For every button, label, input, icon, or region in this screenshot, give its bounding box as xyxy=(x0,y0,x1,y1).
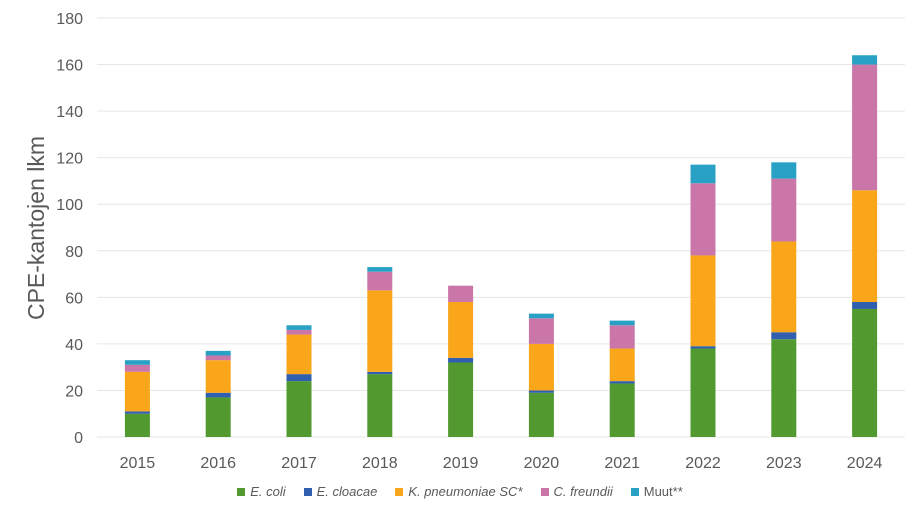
legend-label: K. pneumoniae SC* xyxy=(408,484,523,499)
legend-item: C. freundii xyxy=(540,484,613,499)
x-tick-label: 2023 xyxy=(766,455,802,472)
y-tick-label: 40 xyxy=(65,337,83,354)
bar-segment xyxy=(124,411,150,414)
bar-segment xyxy=(852,190,878,302)
bar-segment xyxy=(609,381,635,384)
y-axis-title: CPE-kantojen lkm xyxy=(23,136,49,320)
bar-segment xyxy=(367,371,393,375)
bar-segment xyxy=(690,255,716,347)
bar-segment xyxy=(286,334,312,375)
x-tick-label: 2024 xyxy=(847,455,883,472)
bar-segment xyxy=(609,320,635,326)
bar-segment xyxy=(852,55,878,65)
legend-item: Muut** xyxy=(630,484,683,499)
legend-item: E. cloacae xyxy=(303,484,378,499)
bar-segment xyxy=(771,241,797,333)
legend-swatch xyxy=(237,487,246,496)
y-tick-label: 140 xyxy=(56,104,83,121)
bar-segment xyxy=(528,313,554,319)
bar-segment xyxy=(286,381,312,437)
legend-item: K. pneumoniae SC* xyxy=(395,484,523,499)
bar-segment xyxy=(852,301,878,309)
bar-segment xyxy=(690,183,716,256)
y-tick-label: 80 xyxy=(65,244,83,261)
legend-label: E. coli xyxy=(250,484,286,499)
bar-segment xyxy=(205,360,231,393)
bar-segment xyxy=(205,355,231,361)
legend-label: E. cloacae xyxy=(316,484,378,499)
x-tick-label: 2018 xyxy=(362,455,398,472)
y-tick-label: 100 xyxy=(56,197,83,214)
bar-segment xyxy=(124,360,150,365)
y-tick-label: 180 xyxy=(56,11,83,28)
y-tick-label: 160 xyxy=(56,58,83,75)
bar-segment xyxy=(609,383,635,437)
bar-segment xyxy=(286,325,312,330)
bar-segment xyxy=(448,301,474,358)
legend-swatch xyxy=(303,487,312,496)
legend-label: Muut** xyxy=(643,484,683,499)
legend-swatch xyxy=(540,487,549,496)
bar-segment xyxy=(124,413,150,437)
x-tick-label: 2021 xyxy=(604,455,640,472)
y-tick-label: 60 xyxy=(65,290,83,307)
x-tick-label: 2016 xyxy=(200,455,236,472)
legend-swatch xyxy=(630,487,639,496)
bar-segment xyxy=(528,318,554,344)
legend-label: C. freundii xyxy=(553,484,613,499)
bar-segment xyxy=(852,64,878,191)
bar-segment xyxy=(528,343,554,391)
chart-plot: 0 20 40 60 80 100 120 140 160 180 2015 2016 2017 2018… xyxy=(23,11,905,472)
bar-segment xyxy=(367,374,393,437)
bar-segment xyxy=(771,178,797,242)
bar-segment xyxy=(609,348,635,382)
bar-segment xyxy=(205,350,231,356)
bar-segment xyxy=(771,339,797,437)
bar-segment xyxy=(286,374,312,382)
legend-item: E. coli xyxy=(237,484,286,499)
y-tick-label: 20 xyxy=(65,383,83,400)
y-tick-label: 120 xyxy=(56,151,83,168)
bar-segment xyxy=(609,325,635,349)
bar-segment xyxy=(771,332,797,340)
bar-segment xyxy=(852,308,878,437)
x-tick-label: 2019 xyxy=(443,455,479,472)
bar-segment xyxy=(124,371,150,412)
x-tick-label: 2015 xyxy=(120,455,156,472)
bar-segment xyxy=(690,348,716,437)
y-tick-label: 0 xyxy=(74,430,83,447)
bar-segment xyxy=(528,390,554,393)
bar-segment xyxy=(205,397,231,437)
bar-segment xyxy=(124,364,150,372)
bar-segment xyxy=(367,290,393,372)
bar-segment xyxy=(367,271,393,291)
bar-segment xyxy=(528,392,554,437)
bar-segment xyxy=(286,329,312,335)
bar-segment xyxy=(448,357,474,363)
bar-segment xyxy=(448,285,474,302)
bar-segment xyxy=(367,267,393,272)
bar-segment xyxy=(205,392,231,398)
x-tick-label: 2017 xyxy=(281,455,317,472)
x-tick-label: 2022 xyxy=(685,455,721,472)
bar-segment xyxy=(690,164,716,184)
x-tick-label: 2020 xyxy=(524,455,560,472)
legend-swatch xyxy=(395,487,404,496)
bar-segment xyxy=(448,362,474,437)
bar-segment xyxy=(771,162,797,179)
legend: E. coli E. cloacae K. pneumoniae SC* C. fre… xyxy=(0,484,920,499)
bar-segment xyxy=(690,346,716,349)
